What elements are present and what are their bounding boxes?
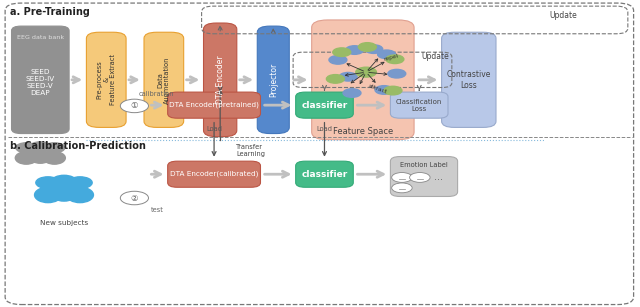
Text: Load: Load bbox=[317, 126, 333, 132]
Circle shape bbox=[375, 86, 393, 94]
FancyBboxPatch shape bbox=[12, 26, 69, 134]
Circle shape bbox=[333, 48, 351, 56]
Text: Update: Update bbox=[549, 11, 577, 20]
Ellipse shape bbox=[35, 187, 61, 203]
Circle shape bbox=[329, 56, 347, 64]
Text: Load: Load bbox=[206, 126, 222, 132]
FancyBboxPatch shape bbox=[144, 32, 184, 127]
Circle shape bbox=[36, 177, 60, 188]
Circle shape bbox=[346, 46, 364, 54]
Circle shape bbox=[343, 89, 361, 97]
Text: EEG data bank: EEG data bank bbox=[17, 35, 64, 40]
Ellipse shape bbox=[44, 152, 65, 164]
Ellipse shape bbox=[51, 186, 77, 201]
Text: Feature Space: Feature Space bbox=[333, 126, 393, 136]
Text: b. Calibration-Prediction: b. Calibration-Prediction bbox=[10, 141, 145, 151]
FancyBboxPatch shape bbox=[257, 26, 289, 134]
Text: DTA Encoder(pretrained): DTA Encoder(pretrained) bbox=[169, 102, 259, 108]
Circle shape bbox=[326, 75, 344, 83]
Circle shape bbox=[392, 183, 412, 193]
Text: repel: repel bbox=[383, 53, 400, 62]
Circle shape bbox=[358, 43, 376, 51]
Circle shape bbox=[120, 99, 148, 113]
FancyBboxPatch shape bbox=[296, 92, 353, 118]
Circle shape bbox=[384, 86, 402, 95]
Ellipse shape bbox=[29, 151, 51, 163]
Circle shape bbox=[388, 69, 406, 78]
Circle shape bbox=[68, 177, 92, 188]
FancyBboxPatch shape bbox=[390, 92, 448, 118]
Circle shape bbox=[120, 191, 148, 205]
Text: ①: ① bbox=[131, 101, 138, 111]
Text: ...: ... bbox=[434, 173, 443, 182]
Text: New subjects: New subjects bbox=[40, 220, 88, 226]
FancyBboxPatch shape bbox=[442, 32, 496, 127]
FancyBboxPatch shape bbox=[204, 23, 237, 137]
FancyBboxPatch shape bbox=[168, 92, 260, 118]
Text: ②: ② bbox=[131, 193, 138, 203]
Circle shape bbox=[365, 45, 383, 53]
Text: SEED
SEED-IV
SEED-V
DEAP: SEED SEED-IV SEED-V DEAP bbox=[26, 69, 55, 96]
Text: classifier: classifier bbox=[301, 101, 348, 110]
FancyBboxPatch shape bbox=[390, 157, 458, 196]
Circle shape bbox=[392, 173, 412, 182]
Circle shape bbox=[16, 143, 36, 153]
Text: Projector: Projector bbox=[269, 63, 278, 97]
Text: classifier: classifier bbox=[301, 170, 348, 179]
Circle shape bbox=[378, 50, 396, 59]
FancyBboxPatch shape bbox=[168, 161, 260, 187]
Text: Pre-process
&
Feature Extract: Pre-process & Feature Extract bbox=[96, 54, 116, 105]
Circle shape bbox=[410, 173, 430, 182]
Circle shape bbox=[356, 67, 376, 77]
FancyBboxPatch shape bbox=[86, 32, 126, 127]
Text: a. Pre-Training: a. Pre-Training bbox=[10, 7, 90, 17]
Text: Emotion Label: Emotion Label bbox=[400, 162, 448, 168]
FancyBboxPatch shape bbox=[296, 161, 353, 187]
Ellipse shape bbox=[15, 152, 37, 164]
Text: Contrastive
Loss: Contrastive Loss bbox=[447, 70, 491, 90]
Text: DTA Encoder: DTA Encoder bbox=[216, 56, 225, 104]
Text: Classification
Loss: Classification Loss bbox=[396, 99, 442, 112]
FancyBboxPatch shape bbox=[312, 20, 414, 140]
Circle shape bbox=[339, 72, 357, 81]
Text: DTA Encoder(calibrated): DTA Encoder(calibrated) bbox=[170, 171, 259, 177]
Text: test: test bbox=[150, 207, 163, 213]
Text: calibration: calibration bbox=[139, 91, 175, 97]
Text: Transfer
Learning: Transfer Learning bbox=[236, 144, 265, 157]
Circle shape bbox=[44, 143, 65, 153]
Circle shape bbox=[386, 55, 404, 64]
Circle shape bbox=[30, 142, 51, 152]
Ellipse shape bbox=[67, 187, 93, 203]
Text: Data
Augmentation: Data Augmentation bbox=[157, 56, 170, 103]
Text: Update: Update bbox=[421, 52, 449, 61]
Text: attract: attract bbox=[367, 83, 388, 95]
Circle shape bbox=[52, 175, 76, 187]
